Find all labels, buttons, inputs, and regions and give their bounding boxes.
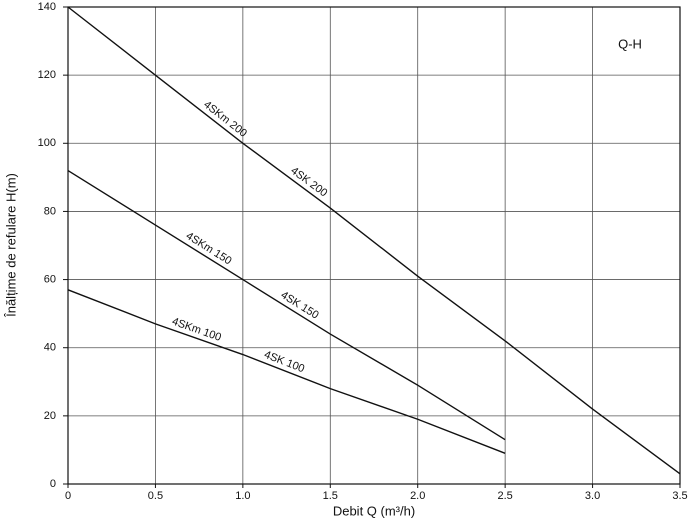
series-line xyxy=(67,6,681,475)
series-line xyxy=(67,289,506,454)
y-tick-label: 20 xyxy=(44,410,56,422)
y-axis-label: Înălțime de refulare H(m) xyxy=(3,173,18,318)
line-label: 4SKm 100 xyxy=(170,316,222,344)
x-tick-label: 3.0 xyxy=(585,490,600,502)
chart-title: Q-H xyxy=(618,36,642,51)
y-tick-label: 60 xyxy=(44,273,56,285)
line-label: 4SKm 150 xyxy=(184,230,234,267)
x-tick-label: 0 xyxy=(65,490,71,502)
y-tick-label: 120 xyxy=(38,69,56,81)
y-tick-label: 140 xyxy=(38,1,56,13)
x-axis-label: Debit Q (m³/h) xyxy=(333,503,415,518)
y-tick-label: 0 xyxy=(50,478,56,490)
x-tick-label: 0.5 xyxy=(148,490,163,502)
y-tick-label: 100 xyxy=(38,137,56,149)
y-tick-label: 40 xyxy=(44,342,56,354)
x-tick-label: 2.0 xyxy=(410,490,425,502)
x-tick-label: 1.0 xyxy=(235,490,250,502)
x-tick-label: 1.5 xyxy=(323,490,338,502)
line-label: 4SKm 200 xyxy=(201,99,249,140)
y-tick-label: 80 xyxy=(44,205,56,217)
x-tick-label: 3.5 xyxy=(672,490,687,502)
x-tick-label: 2.5 xyxy=(497,490,512,502)
plot-frame xyxy=(67,6,681,485)
series-line xyxy=(67,169,506,441)
